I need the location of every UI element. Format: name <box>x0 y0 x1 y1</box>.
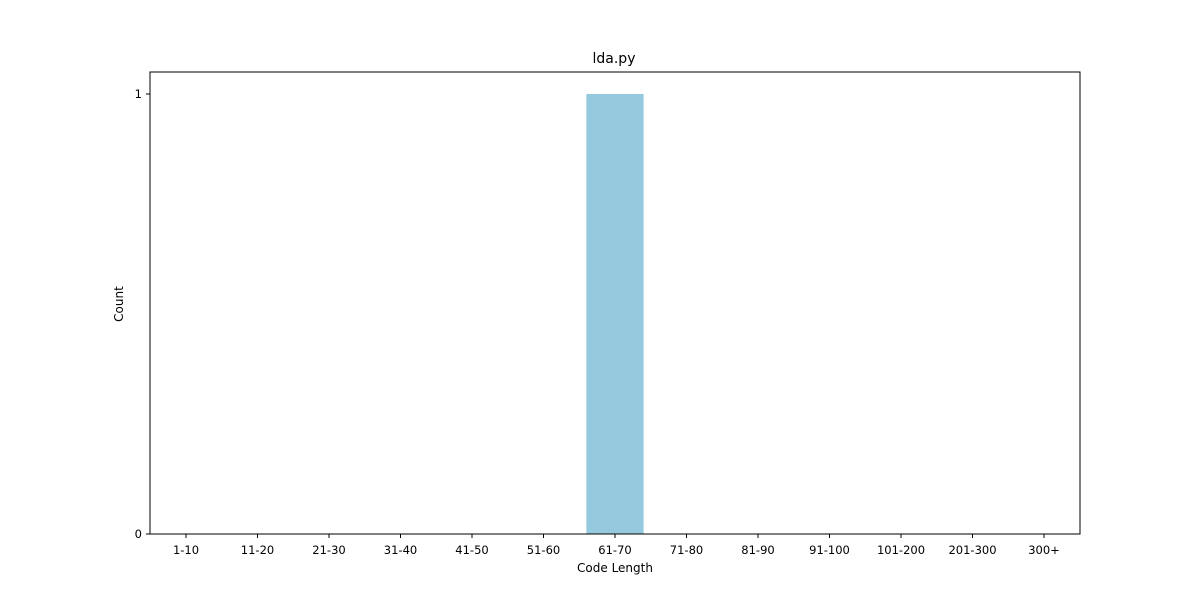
x-tick-label: 61-70 <box>598 543 631 557</box>
x-tick-label: 11-20 <box>241 543 274 557</box>
y-tick-label: 0 <box>135 527 142 541</box>
x-tick-label: 71-80 <box>670 543 703 557</box>
chart-title: lda.py <box>593 51 636 67</box>
bar-61-70 <box>586 94 644 534</box>
x-tick-label: 41-50 <box>455 543 488 557</box>
x-tick-label: 201-300 <box>948 543 996 557</box>
x-tick-label: 51-60 <box>527 543 560 557</box>
x-axis-ticks: 1-10 11-20 21-30 31-40 41-50 51-60 61-70 71-80 8… <box>173 534 1060 557</box>
y-axis-label: Count <box>112 286 126 322</box>
x-tick-label: 101-200 <box>877 543 925 557</box>
x-tick-label: 21-30 <box>312 543 345 557</box>
x-tick-label: 91-100 <box>809 543 850 557</box>
x-tick-label: 81-90 <box>741 543 774 557</box>
bar-group <box>586 94 644 534</box>
x-tick-label: 31-40 <box>384 543 417 557</box>
x-axis-label: Code Length <box>577 561 653 575</box>
x-tick-label: 1-10 <box>173 543 199 557</box>
x-tick-label: 300+ <box>1028 543 1060 557</box>
y-tick-label: 1 <box>135 87 142 101</box>
y-axis-ticks: 01 <box>135 87 150 541</box>
